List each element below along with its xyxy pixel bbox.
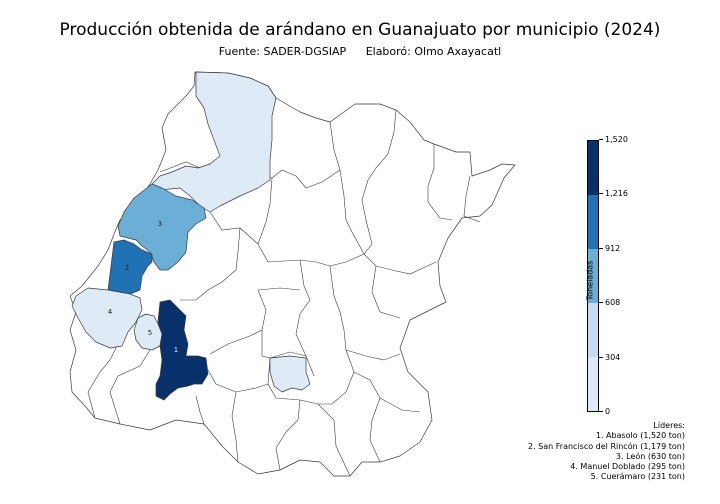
leader-item: 3. León (630 ton) — [615, 451, 685, 461]
colorbar-segment-5 — [588, 141, 598, 195]
colorbar-segment-3 — [588, 249, 598, 303]
colorbar-segment-2 — [588, 303, 598, 357]
colorbar-tick-912: 912 — [599, 244, 620, 254]
chart-subtitle: Fuente: SADER-DGSIAP Elaboró: Olmo Axaya… — [0, 45, 720, 58]
author-text: Elaboró: Olmo Axayacatl — [365, 45, 502, 58]
colorbar-tick-608: 608 — [599, 298, 620, 308]
map-label-1: 1 — [174, 346, 178, 354]
leader-item: 4. Manuel Doblado (295 ton) — [570, 462, 685, 472]
map-label-2: 2 — [125, 264, 129, 272]
colorbar-tick-304: 304 — [599, 353, 620, 363]
colorbar-segment-4 — [588, 195, 598, 249]
municipality-manuel-doblado — [71, 287, 143, 349]
chart-title: Producción obtenida de arándano en Guana… — [59, 20, 661, 40]
colorbar — [587, 140, 599, 412]
municipality-abasolo — [155, 299, 209, 401]
colorbar-tick-1520: 1,520 — [599, 135, 628, 145]
municipal-borders — [87, 72, 481, 477]
source-text: Fuente: SADER-DGSIAP — [218, 45, 347, 58]
colorbar-segment-1 — [588, 357, 598, 411]
leader-item: 5. Cuerámaro (231 ton) — [590, 472, 685, 482]
leader-item: 1. Abasolo (1,520 ton) — [595, 431, 685, 441]
municipality-san-francisco-del-rincon — [107, 239, 153, 295]
map-label-5: 5 — [148, 329, 152, 337]
municipality-central-light — [269, 355, 311, 393]
leader-item: 2. San Francisco del Rincón (1,179 ton) — [528, 441, 685, 451]
municipality-san-felipe — [151, 71, 277, 213]
leaders-legend: Líderes: 1. Abasolo (1,520 ton) 2. San F… — [528, 421, 685, 483]
colorbar-label: Toneladas — [585, 260, 595, 301]
municipality-leon — [117, 183, 207, 271]
map-label-4: 4 — [108, 308, 113, 316]
map-label-3: 3 — [158, 220, 162, 228]
colorbar-tick-1216: 1,216 — [599, 189, 628, 199]
colorbar-tick-0: 0 — [599, 407, 610, 417]
leaders-heading: Líderes: — [653, 421, 685, 430]
